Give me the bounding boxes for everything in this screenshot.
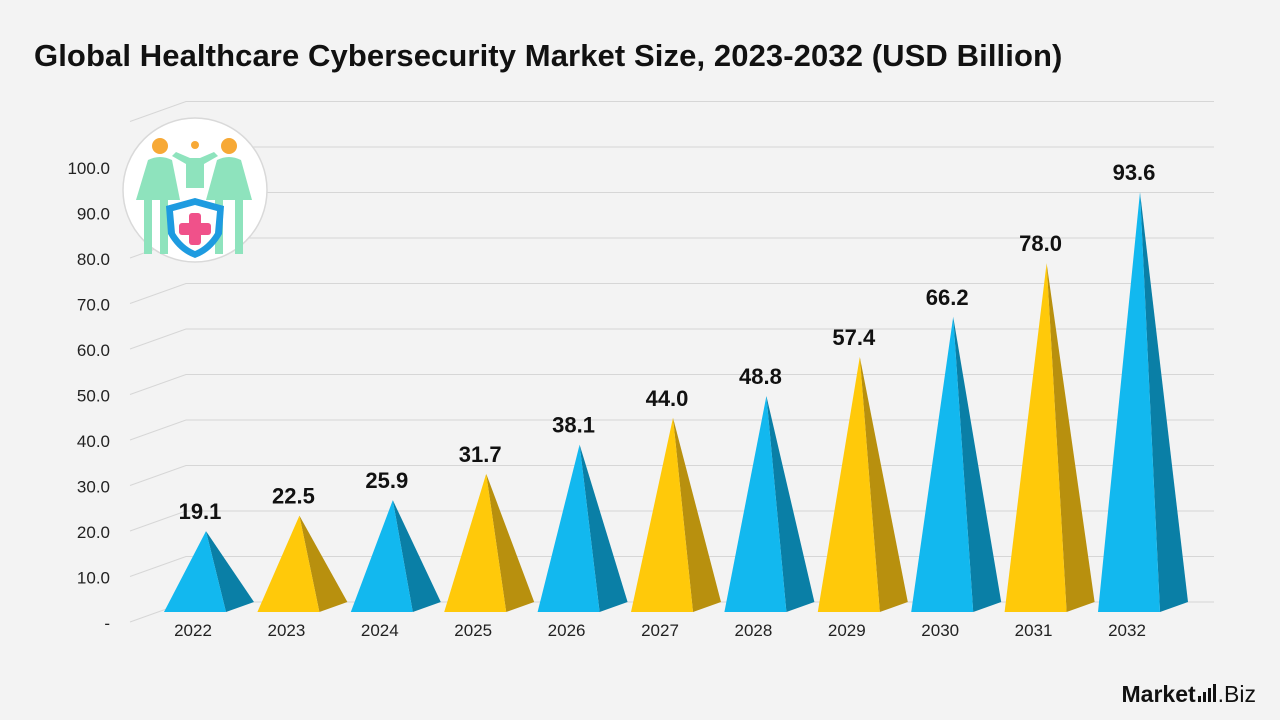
y-tick-label: 50.0 xyxy=(77,387,110,406)
grid-line xyxy=(129,146,1214,168)
x-tick-label: 2026 xyxy=(548,621,586,640)
brand-name: Market xyxy=(1121,681,1196,707)
pyramid-side-face xyxy=(953,316,1002,612)
x-tick-label: 2028 xyxy=(734,621,772,640)
pyramid-side-face xyxy=(206,531,254,612)
x-tick-label: 2023 xyxy=(267,621,305,640)
y-tick-label: 90.0 xyxy=(77,205,110,224)
x-tick-label: 2030 xyxy=(921,621,959,640)
pyramid-bar xyxy=(444,473,535,612)
pyramid-front-face xyxy=(911,316,974,612)
pyramid-side-face xyxy=(766,395,815,612)
value-label: 93.6 xyxy=(1113,160,1156,185)
value-label: 66.2 xyxy=(926,285,969,310)
healthcare-family-shield-icon xyxy=(122,117,268,263)
pyramid-bar xyxy=(817,356,908,612)
x-axis-tick-labels: 2022 2023 2024 2025 2026 2027 2028 2029 2030 2031… xyxy=(174,621,1146,640)
brand-suffix: .Biz xyxy=(1217,681,1256,707)
pyramid-side-face xyxy=(859,356,908,612)
value-label: 31.7 xyxy=(459,442,502,467)
y-tick-label: - xyxy=(104,614,110,633)
y-tick-label: 30.0 xyxy=(77,478,110,497)
grid-line xyxy=(129,328,1214,350)
y-tick-label: 60.0 xyxy=(77,341,110,360)
pyramid-front-face xyxy=(444,473,507,612)
y-tick-label: 10.0 xyxy=(77,569,110,588)
pyramid-front-face xyxy=(350,500,413,612)
y-tick-label: 20.0 xyxy=(77,523,110,542)
x-tick-label: 2031 xyxy=(1015,621,1053,640)
pyramid-front-face xyxy=(1004,263,1067,612)
value-label: 25.9 xyxy=(365,468,408,493)
pyramid-bar xyxy=(350,500,441,612)
x-tick-label: 2022 xyxy=(174,621,212,640)
data-value-labels: 19.1 22.5 25.9 31.7 38.1 44.0 48.8 57.4 66.2 78.0… xyxy=(179,160,1156,524)
pyramid-side-face xyxy=(673,417,721,612)
y-tick-label: 70.0 xyxy=(77,296,110,315)
pyramid-front-face xyxy=(817,356,880,612)
value-label: 44.0 xyxy=(646,386,689,411)
pyramid-side-face xyxy=(579,444,628,612)
pyramid-front-face xyxy=(537,444,600,612)
x-tick-label: 2024 xyxy=(361,621,399,640)
pyramid-bar xyxy=(1098,192,1188,612)
value-label: 57.4 xyxy=(832,325,876,350)
brand-bars-icon xyxy=(1197,684,1216,702)
y-tick-label: 40.0 xyxy=(77,432,110,451)
pyramid-front-face xyxy=(164,531,226,612)
grid-line xyxy=(129,101,1214,122)
y-axis-tick-labels: - 10.0 20.0 30.0 40.0 50.0 60.0 70.0 80.0 90.0 100… xyxy=(67,159,110,633)
pyramid-bar xyxy=(631,417,721,612)
x-tick-label: 2032 xyxy=(1108,621,1146,640)
pyramid-bar xyxy=(537,444,628,612)
value-label: 22.5 xyxy=(272,484,315,509)
pyramid-side-face xyxy=(486,473,535,612)
pyramid-bar xyxy=(1004,263,1095,612)
grid-line xyxy=(129,283,1214,304)
value-label: 38.1 xyxy=(552,413,595,438)
grid-line xyxy=(129,374,1214,395)
value-label: 78.0 xyxy=(1019,231,1062,256)
pyramid-front-face xyxy=(257,515,320,612)
chart-bars xyxy=(164,192,1188,612)
pyramid-bar xyxy=(164,531,254,612)
brand-logo: Market .Biz xyxy=(1122,681,1257,708)
pyramid-side-face xyxy=(299,515,348,612)
pyramid-side-face xyxy=(1046,263,1095,612)
pyramid-front-face xyxy=(631,417,693,612)
pyramid-bar xyxy=(257,515,348,612)
pyramid-bar xyxy=(911,316,1002,612)
x-tick-label: 2027 xyxy=(641,621,679,640)
pyramid-side-face xyxy=(392,500,441,612)
y-tick-label: 80.0 xyxy=(77,250,110,269)
pyramid-front-face xyxy=(724,395,787,612)
x-tick-label: 2029 xyxy=(828,621,866,640)
value-label: 48.8 xyxy=(739,364,782,389)
y-tick-label: 100.0 xyxy=(67,159,110,178)
grid-line xyxy=(129,192,1214,213)
pyramid-bar xyxy=(724,395,815,612)
chart-title: Global Healthcare Cybersecurity Market S… xyxy=(34,38,1063,73)
pyramid-front-face xyxy=(1098,192,1160,612)
x-tick-label: 2025 xyxy=(454,621,492,640)
value-label: 19.1 xyxy=(179,499,222,524)
pyramid-side-face xyxy=(1140,192,1188,612)
